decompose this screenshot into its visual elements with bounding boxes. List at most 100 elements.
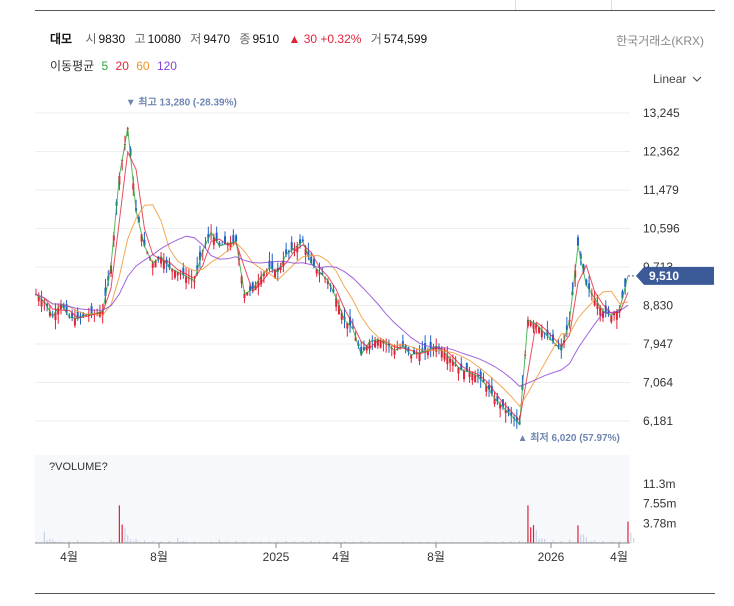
volume-bar bbox=[418, 541, 421, 543]
volume-bar bbox=[327, 541, 329, 543]
candle-body bbox=[451, 361, 454, 366]
ma-5[interactable]: 5 bbox=[101, 59, 109, 73]
candle-body bbox=[140, 234, 143, 242]
candle-body bbox=[463, 370, 466, 380]
volume-bar bbox=[182, 540, 184, 543]
scale-selector[interactable]: Linear bbox=[653, 72, 702, 86]
candle-body bbox=[185, 276, 188, 283]
candle-body bbox=[362, 347, 365, 351]
volume-bar bbox=[318, 541, 321, 543]
volume-value: 574,599 bbox=[383, 32, 428, 46]
candle-body bbox=[412, 350, 415, 355]
candle-body bbox=[240, 276, 243, 284]
price-tick-label: 13,245 bbox=[643, 106, 680, 120]
volume-bar bbox=[185, 541, 187, 543]
volume-bar bbox=[168, 540, 171, 543]
candle-body bbox=[576, 237, 579, 246]
candle-body bbox=[615, 311, 618, 320]
candle-body bbox=[493, 398, 496, 405]
candle-body bbox=[538, 327, 541, 333]
volume-bar bbox=[135, 538, 137, 543]
volume-bar bbox=[427, 541, 429, 543]
tab-separator bbox=[515, 0, 516, 10]
candle-body bbox=[360, 346, 363, 355]
candle-body bbox=[198, 251, 201, 261]
candle-body bbox=[232, 235, 235, 243]
candle-body bbox=[596, 302, 599, 309]
candle-body bbox=[46, 303, 49, 307]
candle-body bbox=[87, 314, 90, 316]
candle-body bbox=[293, 247, 296, 251]
candle-body bbox=[443, 352, 446, 360]
volume-bar bbox=[468, 541, 471, 543]
candle-body bbox=[546, 329, 549, 336]
candle-body bbox=[154, 261, 157, 268]
candle-body bbox=[101, 311, 104, 316]
volume-bar bbox=[235, 540, 237, 543]
volume-bar bbox=[532, 525, 535, 543]
candle-body bbox=[37, 296, 40, 302]
open-label: 시 bbox=[85, 32, 97, 46]
candle-body bbox=[229, 242, 232, 248]
candle-body bbox=[271, 261, 274, 270]
candle-body bbox=[565, 325, 568, 331]
volume-bar bbox=[627, 521, 629, 543]
candle-body bbox=[401, 341, 404, 347]
scale-label: Linear bbox=[653, 72, 687, 86]
ma-60[interactable]: 60 bbox=[136, 59, 150, 73]
candle-body bbox=[168, 263, 171, 268]
volume-bar bbox=[46, 540, 48, 543]
ma-20[interactable]: 20 bbox=[115, 59, 129, 73]
volume-bar bbox=[60, 541, 62, 543]
volume-bar bbox=[582, 534, 585, 543]
candle-body bbox=[143, 239, 146, 246]
candle-body bbox=[65, 304, 68, 313]
candle-body bbox=[151, 263, 154, 268]
volume-bar bbox=[335, 541, 337, 543]
candle-body bbox=[387, 342, 390, 346]
ma60-line bbox=[35, 204, 629, 408]
volume-bar bbox=[352, 541, 354, 543]
candle-body bbox=[460, 363, 463, 371]
volume-bar bbox=[221, 541, 223, 543]
candle-body bbox=[510, 412, 513, 416]
candle-body bbox=[382, 342, 385, 344]
candle-body bbox=[474, 375, 477, 383]
candle-body bbox=[82, 313, 85, 316]
volume-bar bbox=[93, 541, 95, 543]
candle-body bbox=[207, 234, 210, 239]
candle-body bbox=[343, 316, 346, 320]
candle-body bbox=[196, 265, 199, 271]
volume-bar bbox=[530, 527, 532, 543]
price-tick-label: 11,479 bbox=[643, 183, 679, 197]
volume-bar bbox=[552, 540, 554, 543]
candle-body bbox=[365, 346, 368, 351]
high-label: 고 bbox=[134, 32, 146, 46]
volume-bar bbox=[591, 541, 593, 543]
candle-body bbox=[171, 269, 174, 272]
candle-body bbox=[246, 292, 249, 296]
candle-body bbox=[243, 293, 246, 299]
volume-bar bbox=[118, 505, 120, 543]
candle-body bbox=[299, 239, 302, 244]
candle-body bbox=[287, 250, 290, 253]
candle-body bbox=[476, 375, 479, 377]
ma-120[interactable]: 120 bbox=[156, 59, 177, 73]
candle-body bbox=[446, 355, 449, 365]
candle-body bbox=[137, 216, 140, 223]
ma120-line bbox=[35, 235, 629, 387]
candle-body bbox=[268, 260, 271, 268]
candle-body bbox=[540, 330, 543, 338]
volume-bar bbox=[602, 540, 604, 543]
candle-body bbox=[290, 242, 293, 251]
volume-bar bbox=[560, 540, 562, 543]
volume-bar bbox=[57, 541, 59, 543]
volume-pane bbox=[35, 455, 629, 543]
candle-body bbox=[310, 256, 313, 264]
volume-bar bbox=[569, 539, 571, 543]
candle-body bbox=[479, 371, 482, 380]
current-price-tag bbox=[636, 266, 714, 285]
low-label: 저 bbox=[190, 32, 202, 46]
volume-bar bbox=[113, 541, 115, 543]
